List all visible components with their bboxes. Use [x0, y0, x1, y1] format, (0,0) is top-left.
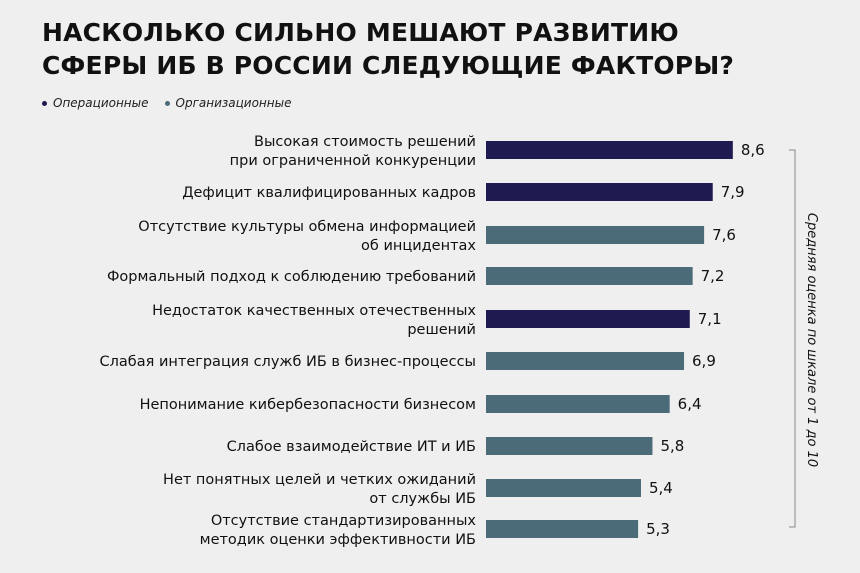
category-label: Дефицит квалифицированных кадров [182, 185, 476, 201]
value-label: 6,9 [692, 352, 716, 370]
chart-title: НАСКОЛЬКО СИЛЬНО МЕШАЮТ РАЗВИТИЮ СФЕРЫ И… [42, 16, 734, 82]
category-label: Недостаток качественных отечественных [152, 303, 476, 319]
title-line-2: СФЕРЫ ИБ В РОССИИ СЛЕДУЮЩИЕ ФАКТОРЫ? [42, 51, 735, 80]
value-label: 5,8 [660, 437, 684, 455]
category-label: методик оценки эффективности ИБ [200, 532, 476, 548]
legend-item-operational: Операционные [42, 96, 149, 110]
bar [486, 183, 713, 201]
bar [486, 479, 641, 497]
category-label: Отсутствие культуры обмена информацией [138, 219, 476, 235]
bar [486, 267, 693, 285]
axis-bracket [789, 149, 796, 528]
title-line-1: НАСКОЛЬКО СИЛЬНО МЕШАЮТ РАЗВИТИЮ [42, 18, 679, 47]
value-label: 7,1 [698, 310, 722, 328]
legend-label: Организационные [175, 96, 292, 110]
category-label: Высокая стоимость решений [254, 134, 476, 150]
category-label: Непонимание кибербезопасности бизнесом [140, 397, 476, 413]
bar [486, 437, 653, 455]
value-label: 7,6 [712, 226, 736, 244]
category-label: при ограниченной конкуренции [230, 153, 476, 169]
bar [486, 141, 733, 159]
category-label: Формальный подход к соблюдению требовани… [107, 269, 476, 285]
value-label: 5,4 [649, 479, 673, 497]
category-label: Слабое взаимодействие ИТ и ИБ [227, 439, 476, 455]
category-label: от службы ИБ [369, 491, 476, 507]
category-label: Отсутствие стандартизированных [211, 513, 477, 529]
legend-dot-icon [42, 101, 47, 106]
value-label: 7,9 [721, 183, 745, 201]
legend-dot-icon [164, 101, 170, 106]
category-label: Нет понятных целей и четких ожиданий [163, 472, 476, 488]
bar [486, 310, 690, 328]
category-label: об инцидентах [361, 238, 476, 254]
category-label: Слабая интеграция служб ИБ в бизнес-проц… [100, 354, 476, 370]
bar [486, 352, 685, 370]
value-label: 6,4 [678, 395, 702, 413]
legend-item-organizational: Организационные [164, 96, 292, 110]
bar [486, 520, 639, 538]
value-label: 7,2 [701, 267, 725, 285]
category-label: решений [407, 322, 476, 338]
bar [486, 226, 705, 244]
bar [486, 395, 670, 413]
value-label: 8,6 [741, 141, 765, 159]
legend-label: Операционные [53, 96, 149, 110]
axis-label: Средняя оценка по шкале от 1 до 10 [804, 213, 819, 467]
legend: Операционные Организационные [42, 96, 291, 110]
value-label: 5,3 [646, 520, 670, 538]
